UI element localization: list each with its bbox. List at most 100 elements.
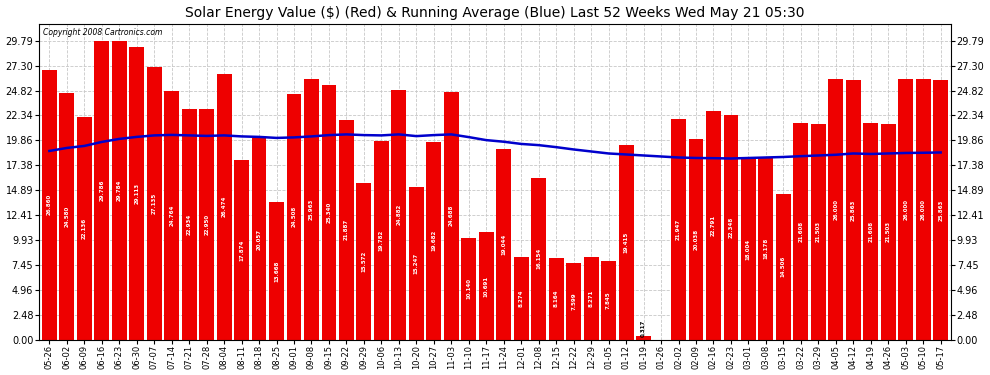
Bar	[391, 90, 406, 340]
Bar	[77, 117, 92, 340]
Text: 21.608: 21.608	[868, 220, 873, 242]
Bar	[706, 111, 721, 340]
Bar	[409, 187, 424, 340]
Bar	[461, 238, 476, 340]
Bar	[235, 160, 249, 340]
Text: 21.503: 21.503	[886, 221, 891, 242]
Text: 26.000: 26.000	[903, 199, 908, 220]
Bar	[916, 79, 931, 340]
Text: 13.668: 13.668	[274, 260, 279, 282]
Text: 19.044: 19.044	[501, 234, 506, 255]
Text: 25.340: 25.340	[327, 202, 332, 223]
Bar	[59, 93, 74, 340]
Bar	[689, 138, 704, 340]
Text: 8.271: 8.271	[589, 290, 594, 307]
Text: 26.000: 26.000	[921, 199, 926, 220]
Bar	[164, 91, 179, 340]
Text: 26.860: 26.860	[47, 194, 51, 216]
Text: 24.688: 24.688	[448, 205, 453, 226]
Bar	[479, 232, 494, 340]
Bar	[217, 74, 232, 340]
Text: 21.608: 21.608	[798, 220, 803, 242]
Text: 29.113: 29.113	[135, 183, 140, 204]
Text: 22.136: 22.136	[82, 218, 87, 239]
Text: 17.874: 17.874	[240, 239, 245, 261]
Bar	[619, 145, 634, 340]
Text: 22.348: 22.348	[729, 217, 734, 238]
Text: 24.508: 24.508	[291, 206, 297, 227]
Text: 18.004: 18.004	[745, 239, 750, 260]
Bar	[286, 94, 301, 340]
Text: 10.140: 10.140	[466, 278, 471, 299]
Bar	[42, 70, 56, 340]
Bar	[863, 123, 878, 340]
Bar	[898, 79, 913, 340]
Bar	[322, 86, 337, 340]
Text: 24.580: 24.580	[64, 206, 69, 227]
Text: 14.506: 14.506	[781, 256, 786, 278]
Text: 21.503: 21.503	[816, 221, 821, 242]
Text: 24.882: 24.882	[396, 204, 401, 225]
Bar	[356, 183, 371, 340]
Text: 24.764: 24.764	[169, 205, 174, 226]
Text: 0.317: 0.317	[642, 319, 646, 337]
Bar	[601, 261, 616, 340]
Text: 25.863: 25.863	[850, 199, 855, 220]
Text: 26.000: 26.000	[834, 199, 839, 220]
Text: 25.963: 25.963	[309, 199, 314, 220]
Bar	[147, 67, 161, 340]
Bar	[793, 123, 808, 340]
Bar	[829, 79, 843, 340]
Bar	[199, 109, 214, 340]
Text: 10.691: 10.691	[484, 275, 489, 297]
Bar	[514, 256, 529, 340]
Bar	[637, 336, 651, 340]
Text: 21.947: 21.947	[676, 219, 681, 240]
Text: 8.164: 8.164	[553, 290, 558, 308]
Bar	[584, 256, 599, 340]
Bar	[251, 138, 266, 340]
Text: 27.135: 27.135	[151, 193, 156, 214]
Bar	[934, 80, 948, 340]
Bar	[339, 120, 353, 340]
Text: 29.784: 29.784	[117, 180, 122, 201]
Text: 22.791: 22.791	[711, 215, 716, 236]
Bar	[182, 110, 197, 340]
Text: 19.782: 19.782	[379, 230, 384, 251]
Text: 20.057: 20.057	[256, 228, 261, 249]
Text: 20.038: 20.038	[693, 228, 699, 250]
Text: 22.950: 22.950	[204, 214, 209, 235]
Text: 21.887: 21.887	[344, 219, 348, 240]
Text: 7.845: 7.845	[606, 291, 611, 309]
Bar	[269, 202, 284, 340]
Bar	[94, 41, 109, 340]
Text: 7.599: 7.599	[571, 293, 576, 310]
Bar	[724, 116, 739, 340]
Text: 22.934: 22.934	[187, 214, 192, 235]
Bar	[304, 79, 319, 340]
Bar	[881, 124, 896, 340]
Text: 15.572: 15.572	[361, 251, 366, 272]
Title: Solar Energy Value ($) (Red) & Running Average (Blue) Last 52 Weeks Wed May 21 0: Solar Energy Value ($) (Red) & Running A…	[185, 6, 805, 20]
Text: Copyright 2008 Cartronics.com: Copyright 2008 Cartronics.com	[44, 28, 162, 37]
Bar	[776, 194, 791, 340]
Bar	[758, 157, 773, 340]
Text: 19.682: 19.682	[432, 230, 437, 252]
Bar	[444, 92, 458, 340]
Bar	[112, 41, 127, 340]
Bar	[741, 159, 755, 340]
Text: 15.247: 15.247	[414, 252, 419, 274]
Text: 18.178: 18.178	[763, 238, 768, 259]
Bar	[130, 48, 145, 340]
Bar	[548, 258, 563, 340]
Bar	[496, 148, 511, 340]
Text: 8.274: 8.274	[519, 290, 524, 307]
Bar	[845, 80, 860, 340]
Text: 19.415: 19.415	[624, 232, 629, 253]
Bar	[374, 141, 389, 340]
Text: 29.786: 29.786	[99, 180, 104, 201]
Text: 16.154: 16.154	[537, 248, 542, 269]
Text: 26.474: 26.474	[222, 196, 227, 217]
Text: 25.863: 25.863	[939, 199, 943, 220]
Bar	[566, 263, 581, 340]
